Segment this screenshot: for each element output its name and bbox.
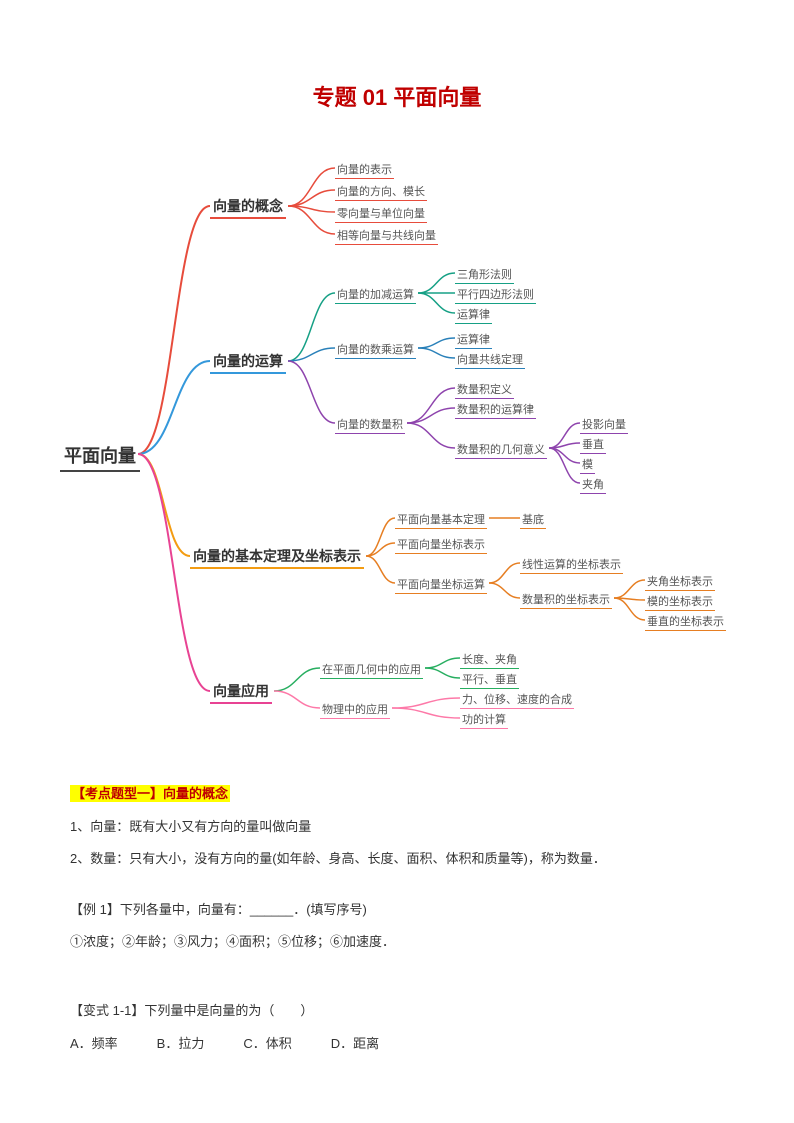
mindmap: 平面向量向量的概念向量的表示向量的方向、模长零向量与单位向量相等向量与共线向量向…: [60, 140, 760, 740]
definition-2: 2、数量：只有大小，没有方向的量(如年龄、身高、长度、面积、体积和质量等)，称为…: [70, 845, 724, 874]
node-label: 向量的数量积: [335, 415, 405, 434]
node-label: 向量的概念: [210, 195, 286, 219]
node-label: 夹角坐标表示: [645, 572, 715, 591]
node-label: 模的坐标表示: [645, 592, 715, 611]
node-label: 平行四边形法则: [455, 285, 536, 304]
node-label: 功的计算: [460, 710, 508, 729]
example-1: 【例 1】下列各量中，向量有：______．(填写序号): [70, 896, 724, 925]
section-header: 【考点题型一】向量的概念: [70, 785, 230, 802]
node-label: 物理中的应用: [320, 700, 390, 719]
node-label: 平面向量坐标表示: [395, 535, 487, 554]
node-label: 三角形法则: [455, 265, 514, 284]
node-label: 向量共线定理: [455, 350, 525, 369]
node-label: 线性运算的坐标表示: [520, 555, 623, 574]
node-label: 平面向量坐标运算: [395, 575, 487, 594]
node-label: 在平面几何中的应用: [320, 660, 423, 679]
example-1-items: ①浓度；②年龄；③风力；④面积；⑤位移；⑥加速度．: [70, 928, 724, 957]
variant-1-1: 【变式 1-1】下列量中是向量的为（ ）: [70, 997, 724, 1026]
node-label: 数量积的坐标表示: [520, 590, 612, 609]
node-label: 向量的基本定理及坐标表示: [190, 545, 364, 569]
node-label: 向量应用: [210, 680, 272, 704]
node-label: 垂直的坐标表示: [645, 612, 726, 631]
node-label: 向量的方向、模长: [335, 182, 427, 201]
node-label: 运算律: [455, 305, 492, 324]
variant-1-1-options: A．频率 B．拉力 C．体积 D．距离: [70, 1030, 724, 1059]
node-label: 相等向量与共线向量: [335, 226, 438, 245]
node-label: 平面向量基本定理: [395, 510, 487, 529]
node-label: 长度、夹角: [460, 650, 519, 669]
node-label: 数量积定义: [455, 380, 514, 399]
node-label: 运算律: [455, 330, 492, 349]
node-label: 向量的表示: [335, 160, 394, 179]
node-label: 力、位移、速度的合成: [460, 690, 574, 709]
node-label: 投影向量: [580, 415, 628, 434]
node-label: 向量的运算: [210, 350, 286, 374]
node-label: 数量积的运算律: [455, 400, 536, 419]
node-label: 夹角: [580, 475, 606, 494]
node-label: 向量的数乘运算: [335, 340, 416, 359]
node-label: 平行、垂直: [460, 670, 519, 689]
page-title: 专题 01 平面向量: [0, 0, 794, 112]
node-label: 垂直: [580, 435, 606, 454]
node-label: 基底: [520, 510, 546, 529]
definition-1: 1、向量：既有大小又有方向的量叫做向量: [70, 813, 724, 842]
node-label: 向量的加减运算: [335, 285, 416, 304]
text-content: 【考点题型一】向量的概念 1、向量：既有大小又有方向的量叫做向量 2、数量：只有…: [70, 780, 724, 1062]
node-label: 零向量与单位向量: [335, 204, 427, 223]
node-label: 模: [580, 455, 595, 474]
node-label: 平面向量: [60, 440, 140, 472]
node-label: 数量积的几何意义: [455, 440, 547, 459]
